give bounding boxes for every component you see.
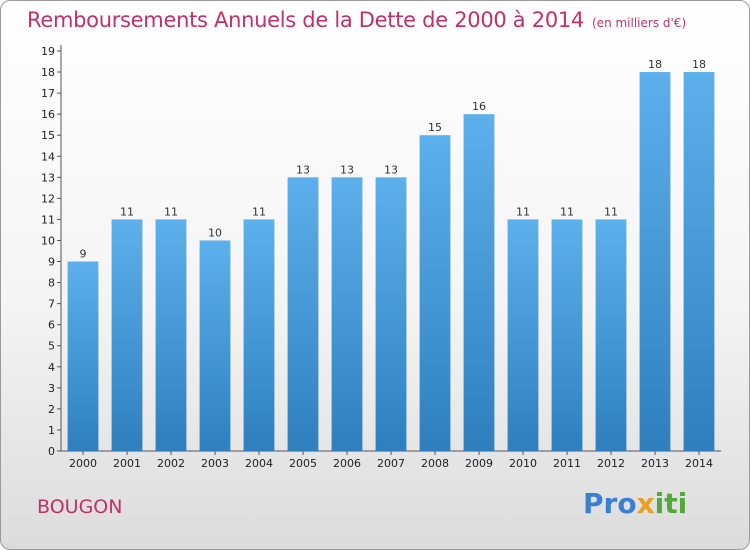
- y-tick-label: 18: [41, 66, 55, 79]
- x-tick-label: 2007: [377, 457, 405, 470]
- y-tick-label: 13: [41, 171, 55, 184]
- logo-letter: i: [677, 487, 688, 520]
- bar: [463, 114, 495, 451]
- data-label: 11: [252, 205, 266, 218]
- bar: [155, 219, 187, 451]
- bar: [507, 219, 539, 451]
- y-tick-label: 9: [48, 256, 55, 269]
- y-tick-label: 1: [48, 424, 55, 437]
- data-label: 11: [604, 205, 618, 218]
- x-tick-label: 2002: [157, 457, 185, 470]
- data-label: 11: [560, 205, 574, 218]
- chart-unit: (en milliers d'€): [592, 16, 687, 30]
- data-label: 9: [80, 248, 87, 261]
- x-tick-label: 2008: [421, 457, 449, 470]
- bar: [199, 240, 231, 451]
- x-tick-label: 2009: [465, 457, 493, 470]
- x-tick-label: 2014: [685, 457, 713, 470]
- y-tick-label: 17: [41, 87, 55, 100]
- data-label: 11: [164, 205, 178, 218]
- bar: [67, 261, 99, 451]
- logo-letter: t: [664, 487, 678, 520]
- logo-letter: P: [583, 487, 604, 520]
- chart-title: Remboursements Annuels de la Dette de 20…: [27, 8, 686, 32]
- y-tick-label: 3: [48, 382, 55, 395]
- y-tick-label: 5: [48, 340, 55, 353]
- y-tick-label: 8: [48, 277, 55, 290]
- y-tick-label: 19: [41, 45, 55, 58]
- bar: [551, 219, 583, 451]
- bar: [375, 177, 407, 451]
- bar: [243, 219, 275, 451]
- bar: [419, 135, 451, 452]
- x-tick-label: 2010: [509, 457, 537, 470]
- logo-letter: x: [636, 487, 655, 520]
- chart-title-text: Remboursements Annuels de la Dette de 20…: [27, 8, 584, 32]
- logo-letter: o: [617, 487, 637, 520]
- y-tick-label: 10: [41, 234, 55, 247]
- x-tick-label: 2013: [641, 457, 669, 470]
- data-label: 13: [296, 163, 310, 176]
- data-label: 18: [648, 58, 662, 71]
- x-tick-label: 2003: [201, 457, 229, 470]
- x-tick-label: 2001: [113, 457, 141, 470]
- bar: [683, 72, 715, 451]
- bar: [595, 219, 627, 451]
- x-tick-label: 2000: [69, 457, 97, 470]
- proxiti-logo: Proxiti: [583, 487, 687, 520]
- data-label: 15: [428, 121, 442, 134]
- data-label: 13: [340, 163, 354, 176]
- logo-letter: i: [654, 487, 665, 520]
- x-tick-label: 2005: [289, 457, 317, 470]
- y-tick-label: 4: [48, 361, 55, 374]
- y-tick-label: 12: [41, 192, 55, 205]
- data-label: 11: [516, 205, 530, 218]
- y-tick-label: 6: [48, 319, 55, 332]
- bar: [287, 177, 319, 451]
- y-tick-label: 15: [41, 129, 55, 142]
- y-tick-label: 2: [48, 403, 55, 416]
- y-tick-label: 14: [41, 150, 55, 163]
- bar: [331, 177, 363, 451]
- data-label: 13: [384, 163, 398, 176]
- x-tick-label: 2006: [333, 457, 361, 470]
- labels: 2000 9 2001 11 2002 11 2003 10 2004 11 2005 13 2006 1…: [69, 58, 713, 470]
- data-label: 10: [208, 226, 222, 239]
- y-tick-label: 16: [41, 108, 55, 121]
- data-label: 18: [692, 58, 706, 71]
- commune-name: BOUGON: [37, 496, 123, 518]
- x-tick-label: 2004: [245, 457, 273, 470]
- data-label: 16: [472, 100, 486, 113]
- bar: [639, 72, 671, 451]
- x-tick-label: 2012: [597, 457, 625, 470]
- y-tick-label: 0: [48, 445, 55, 458]
- bar: [111, 219, 143, 451]
- bars: [67, 72, 715, 452]
- y-tick-label: 7: [48, 298, 55, 311]
- logo-letter: r: [603, 487, 618, 520]
- y-tick-label: 11: [41, 213, 55, 226]
- data-label: 11: [120, 205, 134, 218]
- x-tick-label: 2011: [553, 457, 581, 470]
